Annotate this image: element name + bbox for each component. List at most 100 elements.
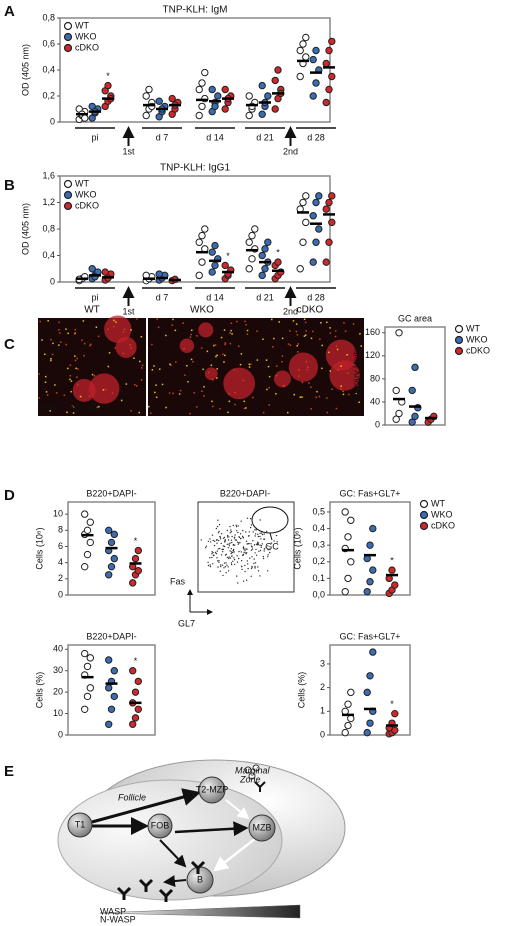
speck <box>192 360 194 363</box>
flow-dot <box>242 580 245 582</box>
flow-dot <box>222 551 224 553</box>
speck <box>120 399 123 402</box>
speck <box>334 335 337 338</box>
x-tick-label: d 14 <box>206 292 224 302</box>
speck <box>136 318 138 320</box>
speck <box>358 401 360 403</box>
flow-dot <box>258 550 260 553</box>
arrow <box>91 788 201 824</box>
speck <box>159 368 161 370</box>
speck <box>79 395 82 398</box>
speck <box>234 391 236 394</box>
speck <box>141 364 144 367</box>
data-point <box>129 667 137 675</box>
plot-frame <box>384 326 446 426</box>
y-tick-label: 0,3 <box>312 540 325 550</box>
y-axis-label: OD (405 nm) <box>20 44 30 96</box>
flow-dot <box>217 519 219 521</box>
y-axis-label: Cells (10⁶) <box>34 527 44 569</box>
speck <box>304 334 307 336</box>
speck <box>282 384 285 387</box>
flow-dot <box>270 542 273 544</box>
speck <box>238 345 240 347</box>
flow-dot <box>230 548 232 550</box>
speck <box>44 381 47 383</box>
speck <box>342 393 345 396</box>
speck <box>201 390 203 392</box>
blob <box>89 373 120 404</box>
cell-dot <box>248 772 256 780</box>
speck <box>38 373 40 375</box>
speck <box>223 329 226 331</box>
flow-dot <box>240 538 242 540</box>
data-point <box>110 667 119 675</box>
significance: * <box>226 251 230 261</box>
speck <box>39 320 41 323</box>
data-point <box>302 192 310 200</box>
flow-dot <box>224 540 226 542</box>
data-point <box>347 688 355 697</box>
y-axis-label: Cells (10⁶) <box>292 527 302 569</box>
data-point <box>131 554 140 563</box>
region-label: Zone <box>239 774 261 784</box>
flow-dot <box>245 531 247 533</box>
y-tick-label: 80 <box>370 373 380 383</box>
data-point <box>366 541 374 549</box>
speck <box>296 334 299 336</box>
immunization-label: 2nd <box>283 306 298 316</box>
micrograph-label: WT <box>84 305 100 316</box>
panel-label: D <box>4 487 15 504</box>
data-point <box>347 516 355 524</box>
speck <box>271 318 273 321</box>
speck <box>69 378 71 381</box>
speck <box>306 368 308 371</box>
data-point <box>134 546 143 555</box>
speck <box>262 338 264 340</box>
flow-dot <box>213 544 216 547</box>
speck <box>59 332 61 334</box>
speck <box>275 375 278 377</box>
arrow <box>163 875 187 888</box>
flow-dot <box>209 564 211 566</box>
speck <box>278 321 280 323</box>
y-tick-label: 0 <box>375 419 380 429</box>
flow-dot <box>246 560 248 562</box>
flow-dot <box>255 548 257 551</box>
speck <box>82 320 85 322</box>
data-point <box>369 524 377 533</box>
data-point <box>105 526 113 535</box>
speck <box>125 383 128 385</box>
data-point <box>198 258 206 266</box>
data-point <box>105 571 113 579</box>
y-tick-label: 6 <box>58 541 63 551</box>
speck <box>329 332 332 334</box>
speck <box>65 343 67 346</box>
flow-dot <box>229 525 231 528</box>
data-point <box>341 707 349 716</box>
data-point <box>248 255 256 263</box>
y-tick-label: 1,2 <box>42 197 55 207</box>
flow-dot <box>237 531 239 534</box>
data-point <box>221 85 229 94</box>
speck <box>273 337 275 340</box>
significance: * <box>134 536 138 546</box>
flow-dot <box>254 567 256 569</box>
speck <box>265 359 268 361</box>
speck <box>208 371 210 374</box>
speck <box>189 412 191 415</box>
speck <box>275 365 278 367</box>
micrograph-label: cDKO <box>297 305 324 316</box>
flow-dot <box>244 564 246 567</box>
immunization-label: 2nd <box>283 146 298 156</box>
speck <box>72 406 75 408</box>
arrow <box>213 837 257 872</box>
flow-dot <box>230 552 232 555</box>
speck <box>202 368 204 371</box>
y-tick-label: 160 <box>365 327 380 337</box>
y-tick-label: 0,8 <box>42 12 55 22</box>
data-point <box>299 238 307 246</box>
flow-dot <box>260 545 263 547</box>
speck <box>216 377 218 379</box>
speck <box>104 388 107 391</box>
flow-dot <box>230 562 233 564</box>
